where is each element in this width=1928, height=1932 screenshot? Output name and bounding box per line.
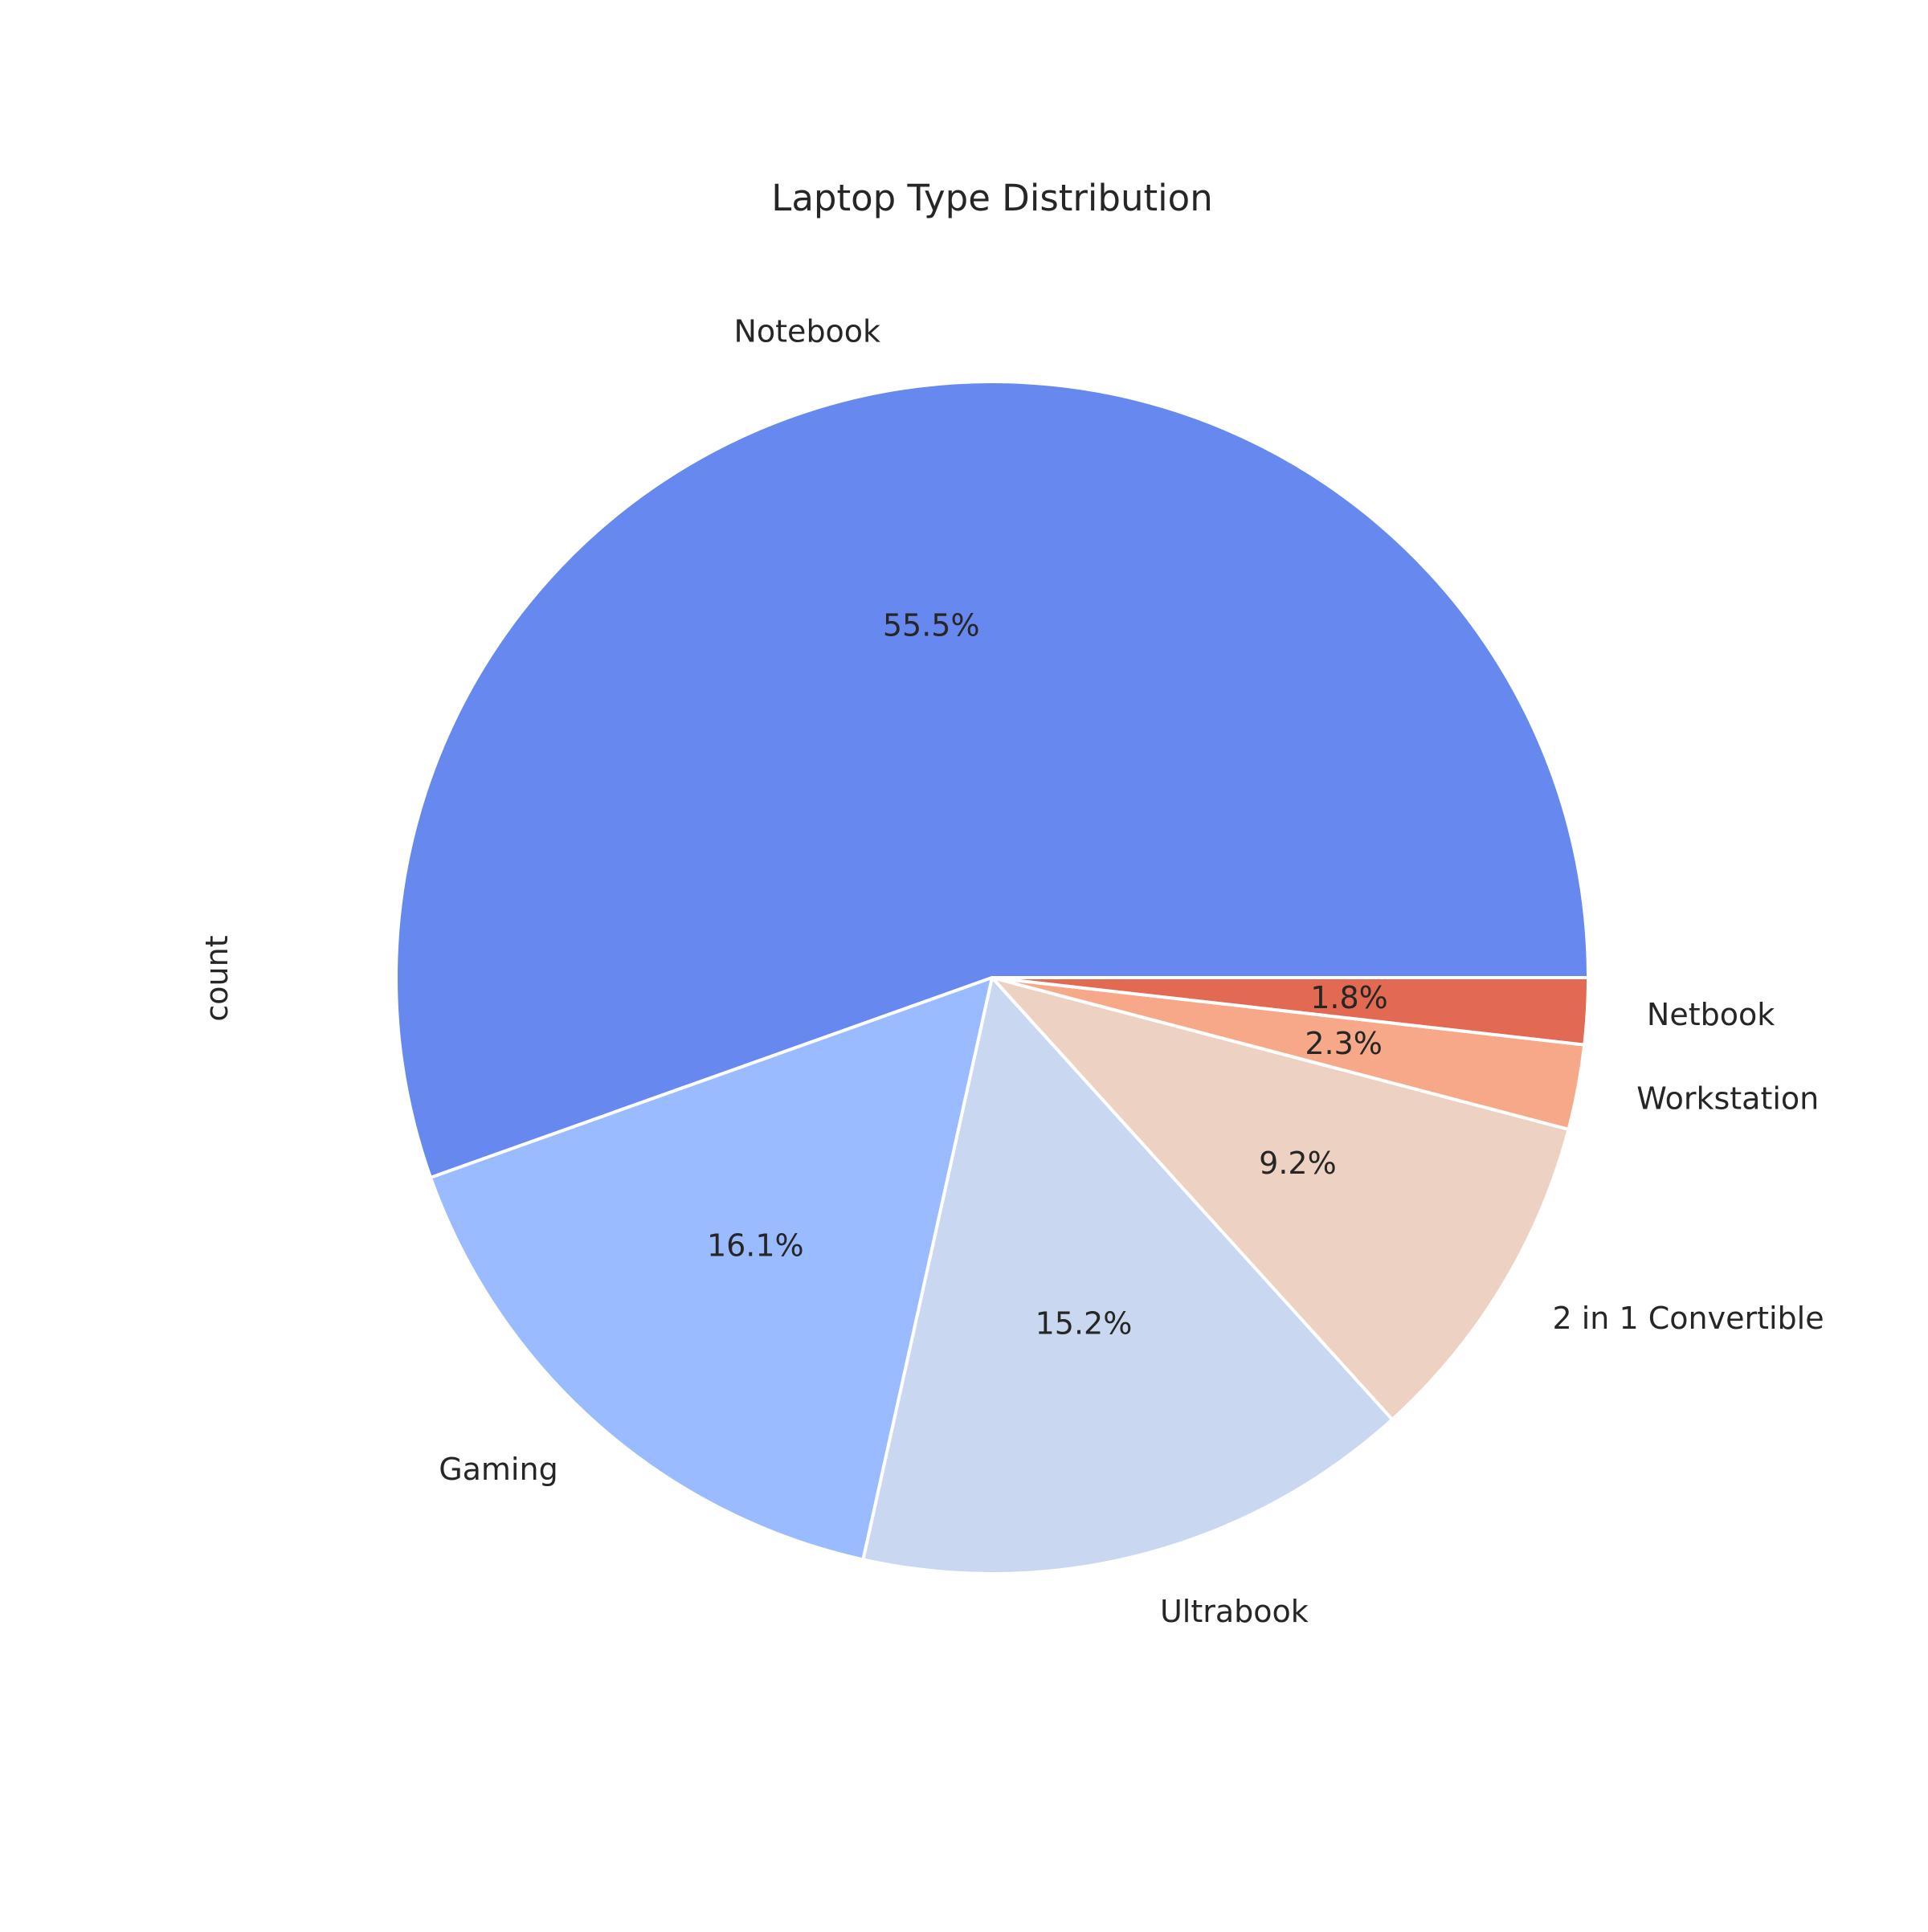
chart-title: Laptop Type Distribution [771,177,1212,219]
pie-slice-2-in-1-convertible [991,976,1571,1421]
pie-label-gaming: Gaming [439,1452,558,1487]
pie-label-ultrabook: Ultrabook [1160,1594,1309,1629]
pie-percent-ultrabook: 15.2% [1035,1305,1133,1341]
pie-percent-netbook: 1.8% [1310,980,1388,1015]
pie-label-workstation: Workstation [1636,1080,1819,1116]
y-axis-label: count [199,935,235,1021]
pie-percent-gaming: 16.1% [707,1228,804,1264]
pie-slices [394,380,1590,1575]
pie-slice-gaming [428,976,994,1562]
pie-labels: Notebook Gaming Ultrabook 2 in 1 Convertibl… [439,314,1824,1629]
pie-percent-workstation: 2.3% [1305,1026,1383,1061]
pie-slice-notebook [394,380,1590,1179]
pie-label-notebook: Notebook [733,314,880,349]
pie-percent-labels: 55.5% 16.1% 15.2% 9.2% 2.3% 1.8% [707,607,1388,1341]
pie-percent-2-in-1-convertible: 9.2% [1259,1146,1337,1181]
pie-label-2-in-1-convertible: 2 in 1 Convertible [1552,1301,1824,1336]
pie-percent-notebook: 55.5% [883,607,980,643]
pie-label-netbook: Netbook [1647,997,1775,1032]
pie-slice-netbook [991,976,1590,1047]
pie-slice-ultrabook [861,976,1395,1575]
